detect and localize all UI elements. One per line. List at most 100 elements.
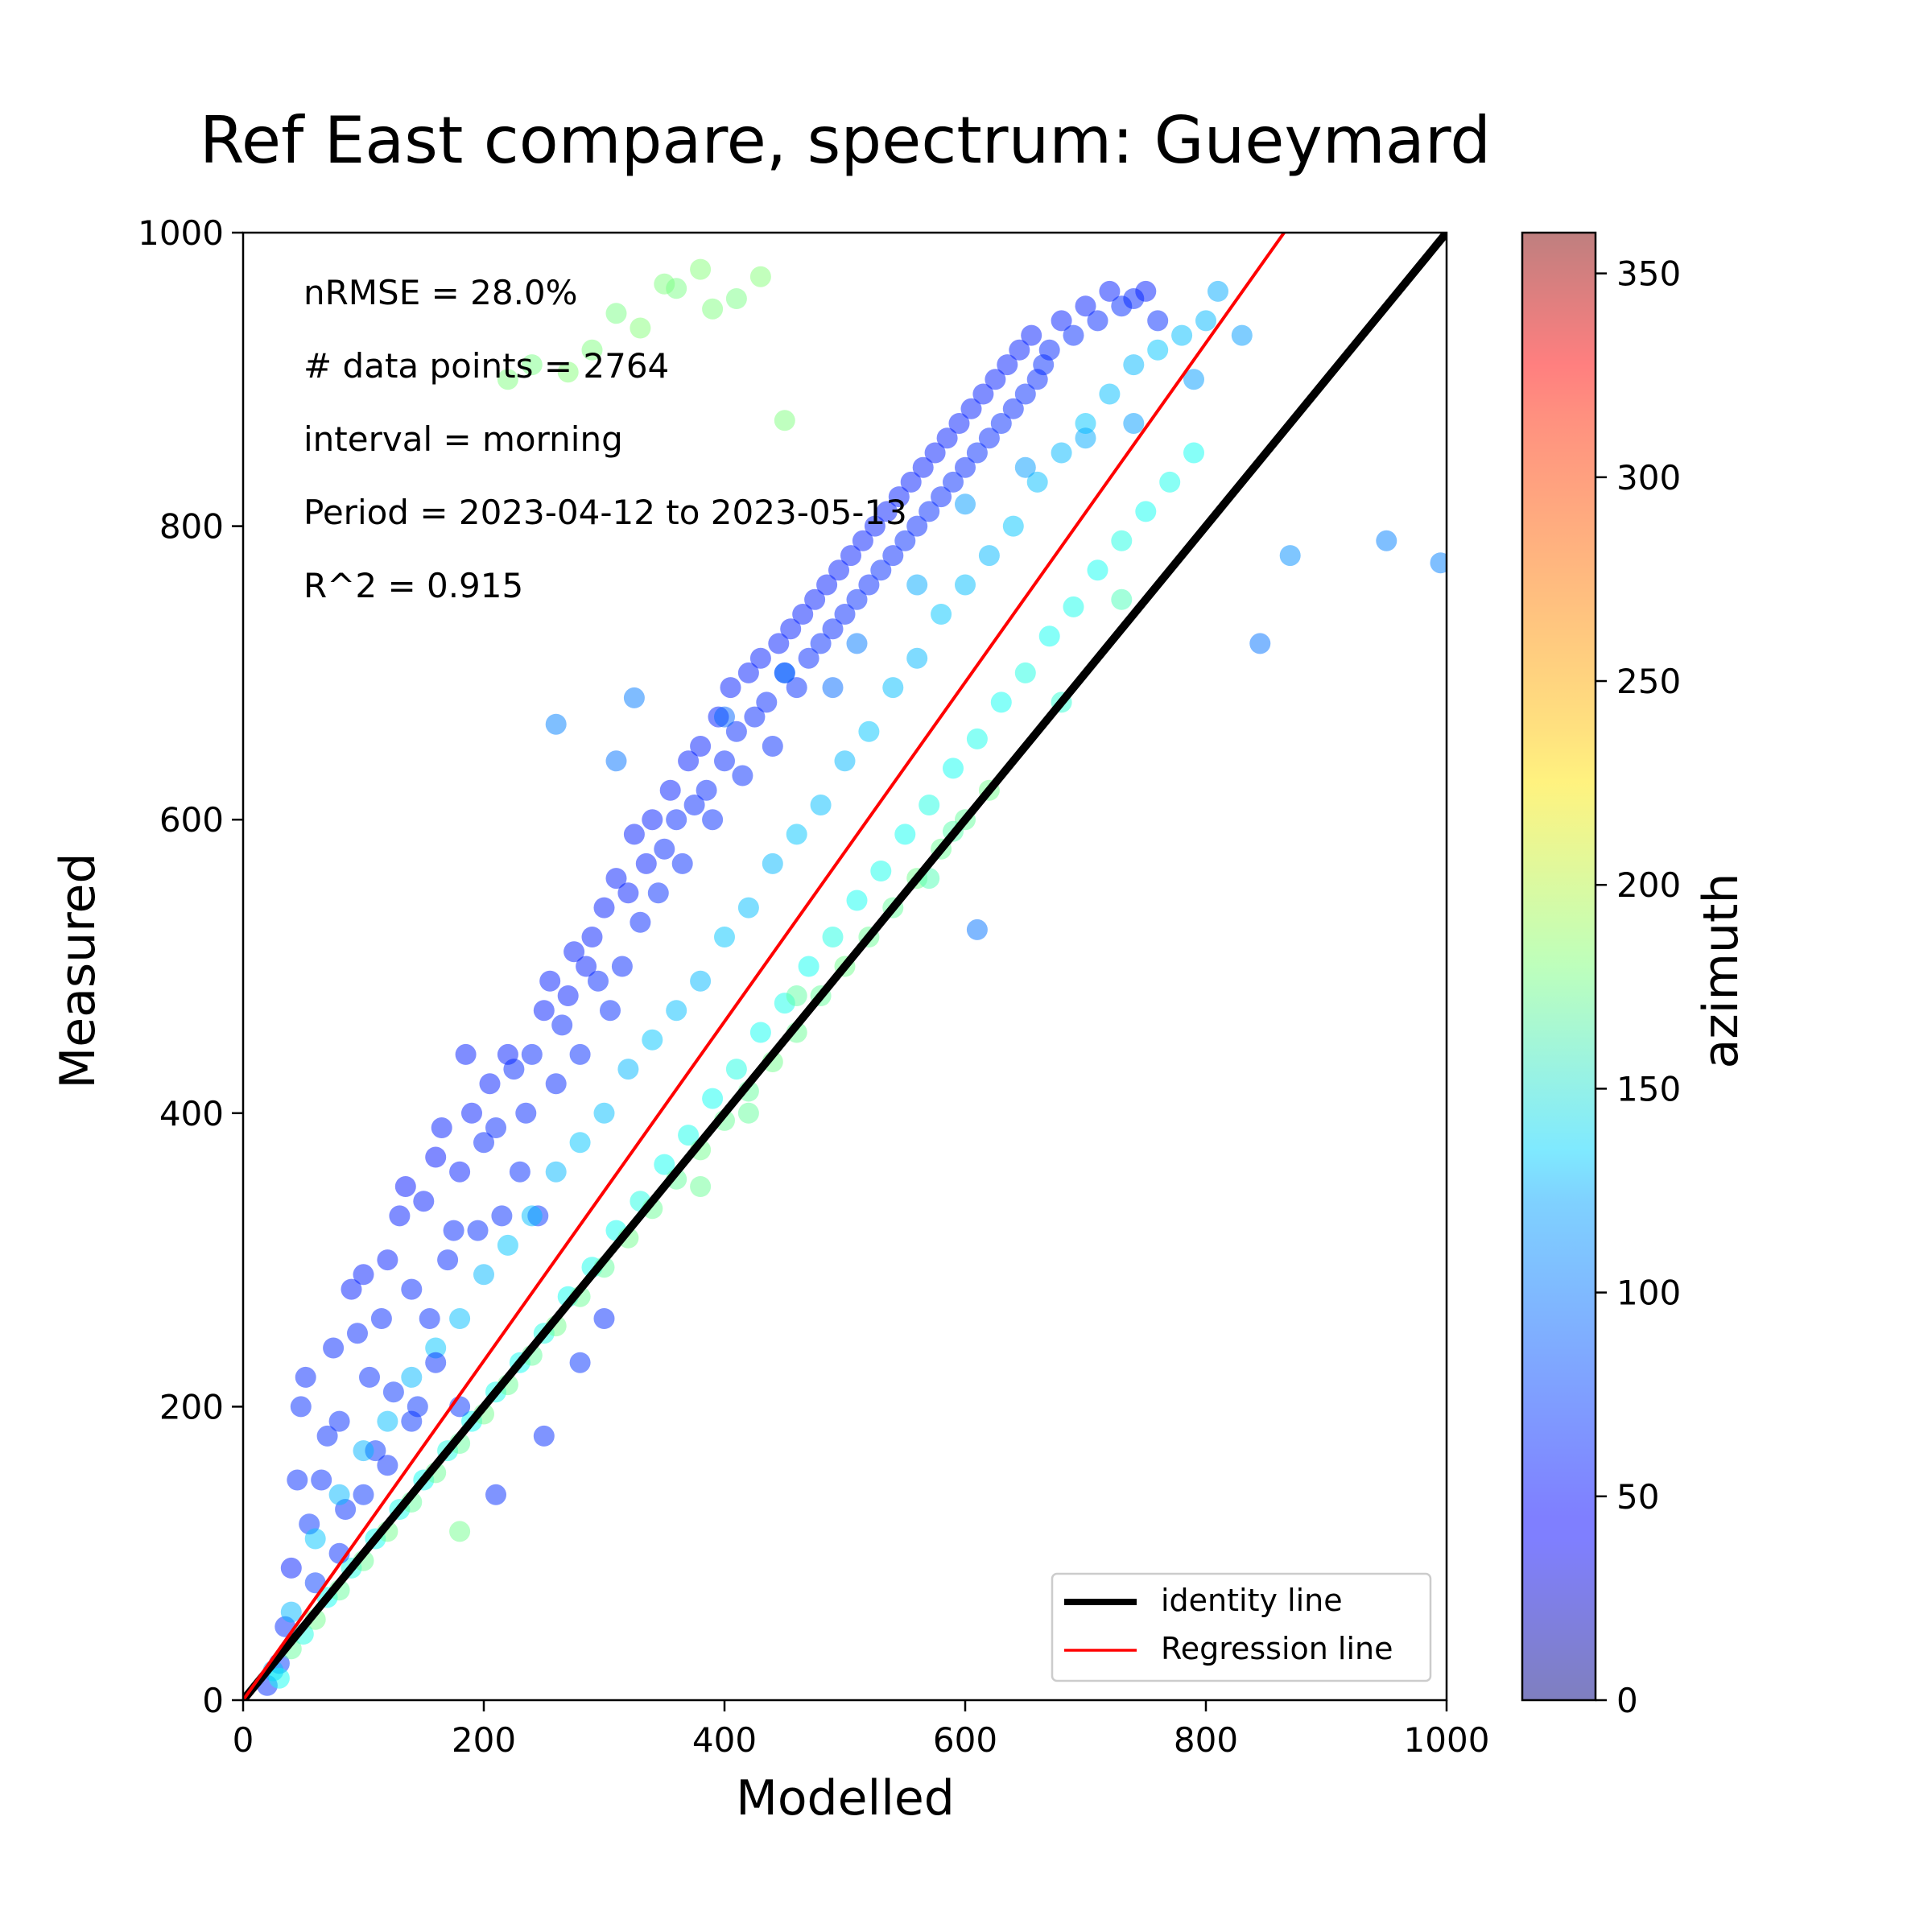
stats-annotation: Period = 2023-04-12 to 2023-05-13 — [303, 493, 907, 532]
scatter-point — [737, 897, 759, 919]
scatter-point — [960, 398, 982, 419]
scatter-point — [924, 442, 946, 464]
colorbar-tick-label: 200 — [1616, 865, 1681, 905]
scatter-point — [846, 588, 868, 610]
scatter-point — [882, 677, 904, 699]
scatter-point — [816, 574, 838, 596]
scatter-point — [485, 1484, 506, 1505]
fit-lines — [243, 233, 1447, 1700]
scatter-point — [1038, 625, 1060, 647]
scatter-point — [792, 604, 814, 625]
scatter-point — [588, 970, 609, 992]
scatter-point — [630, 911, 651, 933]
scatter-point — [377, 1249, 398, 1271]
scatter-point — [581, 927, 603, 947]
scatter-point — [353, 1484, 374, 1505]
scatter-point — [290, 1396, 312, 1418]
scatter-point — [304, 1528, 326, 1550]
scatter-point — [1135, 280, 1157, 302]
scatter-point — [774, 410, 795, 431]
y-tick-label: 600 — [159, 800, 224, 840]
colorbar-tick-label: 150 — [1616, 1069, 1681, 1108]
scatter-point — [943, 758, 964, 779]
scatter-point — [997, 354, 1018, 376]
scatter-point — [287, 1469, 308, 1491]
colorbar-tick-label: 100 — [1616, 1274, 1681, 1313]
colorbar-frame — [1521, 231, 1597, 1702]
scatter-point — [774, 662, 795, 683]
scatter-point — [617, 1059, 639, 1080]
scatter-point — [720, 677, 741, 699]
scatter-point — [955, 574, 976, 596]
scatter-point — [931, 604, 952, 625]
scatter-point — [455, 1043, 477, 1065]
scatter-point — [1038, 339, 1060, 361]
scatter-point — [702, 809, 724, 831]
scatter-point — [443, 1220, 464, 1241]
plot-area-frame — [242, 231, 1448, 1702]
scatter-point — [666, 809, 687, 831]
scatter-point — [1099, 280, 1121, 302]
scatter-point — [389, 1205, 411, 1227]
scatter-point — [576, 956, 597, 977]
scatter-point — [725, 1059, 747, 1080]
scatter-point — [876, 501, 898, 522]
scatter-point — [870, 861, 892, 881]
x-axis-ticks: 0 200 400 600 800 1000 — [233, 1700, 1489, 1760]
y-tick-label: 200 — [159, 1387, 224, 1426]
scatter-point — [936, 427, 958, 449]
scatter-point — [605, 750, 627, 772]
scatter-point — [593, 897, 615, 919]
scatter-point — [497, 1234, 518, 1256]
scatter-point — [822, 927, 844, 947]
scatter-point — [714, 706, 735, 728]
scatter-point — [768, 633, 790, 654]
scatter-point — [1087, 310, 1108, 332]
scatter-point — [600, 1000, 621, 1022]
colorbar-tick-label: 250 — [1616, 662, 1681, 701]
scatter-point — [1183, 369, 1204, 390]
x-tick-label: 200 — [452, 1720, 516, 1760]
scatter-point — [955, 456, 976, 478]
scatter-point — [593, 1102, 615, 1124]
scatter-point — [690, 258, 712, 280]
scatter-point — [846, 633, 868, 654]
scatter-point — [419, 1308, 440, 1329]
scatter-point — [931, 486, 952, 508]
scatter-point — [864, 515, 886, 537]
scatter-point — [1075, 413, 1096, 434]
scatter-point — [978, 545, 1000, 567]
scatter-point — [1021, 324, 1042, 346]
scatter-point — [786, 985, 807, 1006]
y-axis-ticks: 0 200 400 600 800 1000 — [138, 213, 243, 1720]
scatter-point — [744, 706, 766, 728]
scatter-point — [377, 1455, 398, 1476]
scatter-point — [678, 750, 700, 772]
scatter-point — [858, 574, 880, 596]
scatter-point — [696, 779, 717, 801]
scatter-point — [377, 1410, 398, 1432]
scatter-point — [990, 413, 1012, 434]
scatter-point — [449, 1161, 471, 1183]
scatter-point — [533, 1000, 555, 1022]
scatter-point — [545, 1161, 567, 1183]
scatter-point — [569, 1043, 591, 1065]
colorbar-tick-label: 50 — [1616, 1477, 1659, 1517]
regression-line — [243, 233, 1286, 1700]
scatter-point — [737, 662, 759, 683]
scatter-point — [449, 1308, 471, 1329]
scatter-point — [919, 795, 940, 815]
scatter-point — [732, 765, 753, 786]
scatter-point — [690, 970, 712, 992]
scatter-point — [737, 1102, 759, 1124]
scatter-point — [449, 1521, 471, 1542]
scatter-point — [1002, 398, 1024, 419]
colorbar-gradient — [1522, 233, 1596, 1700]
scatter-point — [972, 383, 994, 405]
scatter-point — [1075, 427, 1096, 449]
scatter-point — [630, 317, 651, 339]
scatter-point — [1183, 442, 1204, 464]
scatter-point — [1014, 456, 1036, 478]
scatter-point — [569, 1132, 591, 1154]
